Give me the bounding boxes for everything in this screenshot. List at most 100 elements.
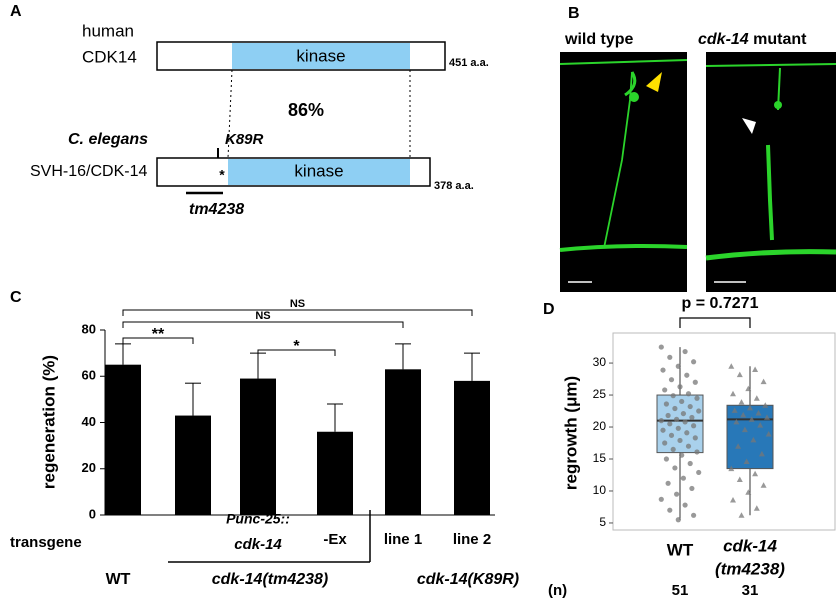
point (682, 348, 688, 355)
point (745, 385, 752, 392)
point (660, 367, 666, 373)
panel-letter: C (10, 289, 22, 306)
point (752, 470, 759, 477)
point (730, 390, 736, 397)
point (691, 512, 697, 518)
point (684, 430, 690, 436)
significance-bracket (122, 309, 473, 316)
point (668, 432, 675, 438)
point (758, 450, 765, 457)
point (691, 359, 697, 365)
point (733, 418, 740, 425)
n-label: (58) (460, 483, 485, 499)
point (738, 512, 745, 518)
bar (175, 415, 211, 515)
cell-body (629, 92, 639, 102)
significance-bracket (122, 321, 404, 328)
n-label: (74) (181, 483, 206, 499)
point (658, 496, 664, 502)
point (736, 476, 743, 482)
n-label: (67) (323, 483, 348, 499)
protein: CDK14 (82, 47, 137, 66)
point (740, 411, 747, 418)
point (670, 393, 676, 399)
point (692, 435, 698, 441)
point (764, 414, 770, 420)
point (735, 443, 742, 449)
point (674, 416, 680, 422)
point (672, 405, 678, 412)
point (667, 354, 673, 360)
point (687, 460, 693, 467)
y-tick-label: 40 (82, 414, 96, 429)
label-rest: mutant (753, 31, 807, 48)
n-label: (78) (111, 483, 136, 499)
n-value: 51 (672, 582, 689, 599)
point (662, 440, 668, 446)
y-tick-label: 10 (593, 483, 607, 497)
length-label: 451 a.a. (449, 57, 489, 69)
bar (317, 431, 353, 515)
point (747, 404, 753, 411)
n-label: (n) (548, 582, 567, 599)
point (682, 419, 688, 425)
point (748, 416, 755, 422)
significance-bracket (257, 349, 336, 356)
point (728, 363, 735, 369)
y-tick-label: 60 (82, 368, 96, 383)
group-label: cdk-14(K89R) (417, 571, 519, 588)
point (663, 401, 670, 407)
point (685, 443, 692, 449)
point (685, 391, 692, 397)
x-tick-label: cdk-14 (234, 536, 282, 553)
x-tick-label: cdk-14 (723, 536, 777, 555)
image-label: wild type (564, 31, 634, 48)
panel-letter: A (10, 3, 22, 20)
y-tick-label: 20 (593, 419, 607, 433)
cell-body (774, 101, 782, 109)
kinase-domain (228, 159, 410, 185)
bar (454, 380, 490, 515)
point (682, 502, 688, 508)
point (679, 398, 685, 405)
point (753, 505, 760, 511)
point (691, 423, 697, 429)
group-label: cdk-14(tm4238) (212, 571, 329, 588)
identity: 86% (288, 100, 324, 120)
point (679, 452, 685, 458)
point (675, 517, 681, 523)
point (667, 507, 673, 513)
point (694, 395, 700, 401)
point (687, 403, 693, 410)
point (760, 378, 767, 385)
point (760, 482, 767, 488)
y-axis-label: regeneration (%) (39, 355, 58, 489)
point (663, 456, 670, 462)
n-value: 31 (742, 582, 759, 599)
y-tick-label: 0 (89, 506, 96, 521)
row-label: transgene (10, 534, 82, 551)
mutation-label: K89R (225, 131, 264, 148)
significance-label: ** (152, 326, 165, 343)
length-label: 378 a.a. (434, 180, 474, 192)
bracket (679, 317, 751, 328)
point (738, 399, 745, 405)
bar (105, 364, 141, 515)
neurons (559, 59, 837, 261)
y-tick-label: 80 (82, 321, 96, 336)
point (658, 344, 664, 350)
point (677, 384, 683, 390)
point (694, 449, 700, 455)
point (680, 475, 687, 481)
point (677, 437, 683, 444)
point (743, 458, 750, 465)
point (662, 387, 668, 393)
significance-bracket (122, 337, 194, 344)
point (728, 465, 735, 472)
arrowhead (742, 118, 756, 134)
bar (240, 378, 276, 515)
point (753, 395, 760, 401)
x-tick-label: line 2 (453, 531, 491, 548)
species: C. elegans (68, 131, 148, 148)
